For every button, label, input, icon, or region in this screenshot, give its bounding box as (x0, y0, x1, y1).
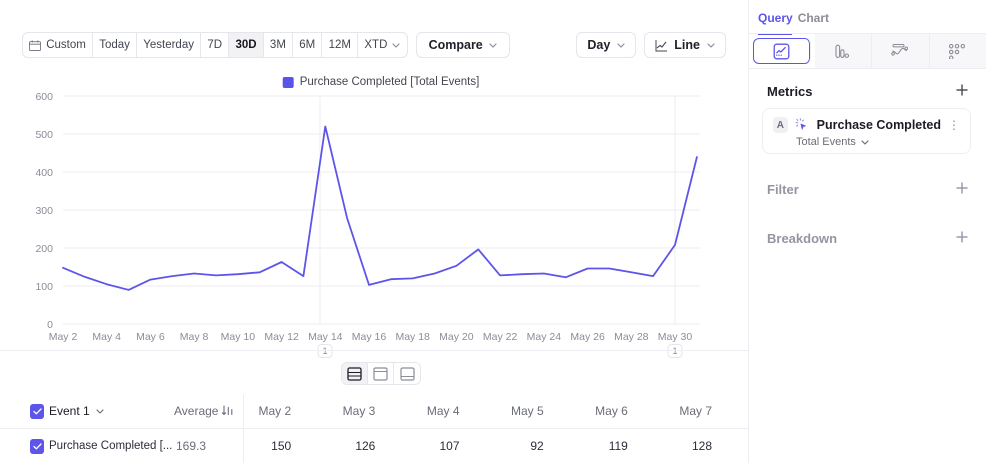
svg-text:May 14: May 14 (308, 331, 343, 343)
svg-text:0: 0 (47, 319, 53, 331)
svg-text:May 10: May 10 (221, 331, 256, 343)
svg-text:500: 500 (35, 129, 53, 141)
svg-text:May 18: May 18 (395, 331, 430, 343)
svg-text:May 30: May 30 (658, 331, 693, 343)
svg-text:May 26: May 26 (570, 331, 605, 343)
svg-text:May 2: May 2 (49, 331, 78, 343)
svg-text:May 24: May 24 (527, 331, 562, 343)
svg-text:100: 100 (35, 281, 53, 293)
svg-text:May 20: May 20 (439, 331, 474, 343)
svg-text:May 6: May 6 (136, 331, 165, 343)
svg-text:600: 600 (35, 91, 53, 103)
svg-text:200: 200 (35, 243, 53, 255)
svg-text:400: 400 (35, 167, 53, 179)
svg-text:May 28: May 28 (614, 331, 649, 343)
svg-text:May 22: May 22 (483, 331, 518, 343)
svg-text:300: 300 (35, 205, 53, 217)
svg-text:May 4: May 4 (92, 331, 121, 343)
svg-text:May 8: May 8 (180, 331, 209, 343)
svg-text:May 12: May 12 (264, 331, 299, 343)
svg-text:May 16: May 16 (352, 331, 387, 343)
